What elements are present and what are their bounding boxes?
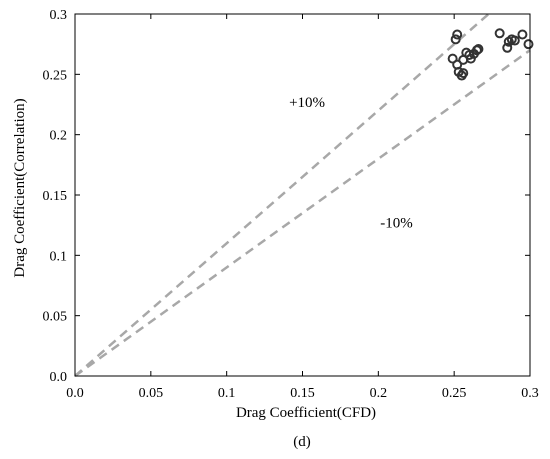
data-point	[523, 39, 534, 50]
x-tick-label: 0.0	[66, 386, 84, 401]
y-axis-label: Drag Coefficient(Correlation)	[12, 98, 28, 277]
x-tick-label: 0.3	[521, 386, 539, 401]
y-tick-label: 0.0	[50, 370, 68, 385]
data-point	[494, 28, 505, 39]
data-point	[517, 29, 528, 40]
y-tick-label: 0.05	[43, 310, 68, 325]
data-point	[502, 42, 513, 53]
reference-line-minus-10	[74, 49, 531, 378]
axis-ticks: 0.0 0.05 0.1 0.15 0.2 0.25 0.3 0.0 0.05 0.1 0.15 0.…	[43, 8, 539, 401]
annotation-label: +10%	[289, 95, 325, 111]
x-tick-label: 0.05	[139, 386, 164, 401]
data-point	[473, 43, 484, 54]
annotations: +10% -10%	[289, 95, 413, 232]
x-axis-label: Drag Coefficient(CFD)	[236, 405, 376, 421]
data-point	[450, 34, 461, 45]
x-tick-label: 0.1	[218, 386, 236, 401]
y-tick-label: 0.1	[50, 249, 68, 264]
data-point	[452, 29, 463, 40]
reference-lines	[74, 13, 531, 378]
y-tick-label: 0.3	[50, 8, 68, 23]
x-tick-label: 0.25	[442, 386, 467, 401]
y-tick-label: 0.15	[43, 189, 68, 204]
data-point	[458, 68, 469, 79]
x-tick-label: 0.2	[370, 386, 388, 401]
annotation-label: -10%	[380, 216, 413, 232]
y-tick-label: 0.2	[50, 129, 68, 144]
reference-line-plus-10	[74, 13, 490, 377]
data-point	[509, 35, 520, 46]
data-points	[447, 28, 534, 81]
y-tick-label: 0.25	[43, 68, 68, 83]
figure-caption: (d)	[293, 434, 311, 450]
x-tick-label: 0.15	[290, 386, 315, 401]
